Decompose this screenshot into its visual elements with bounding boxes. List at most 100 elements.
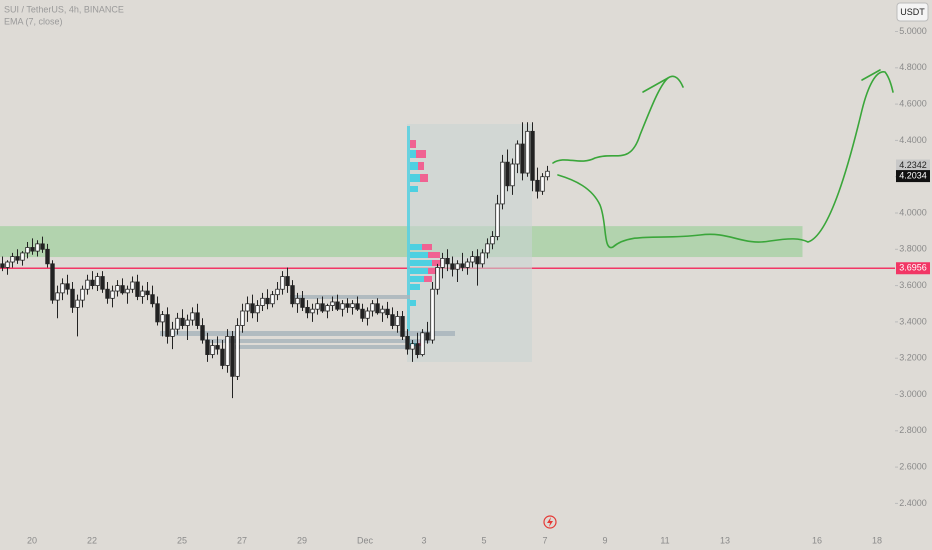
candle-body xyxy=(145,290,150,296)
candle-body xyxy=(335,301,340,310)
candle-body xyxy=(235,325,240,377)
icon-circle xyxy=(543,515,557,529)
vp-bar xyxy=(428,252,440,258)
candle-body xyxy=(525,130,530,174)
projection-curve xyxy=(642,77,669,93)
currency-button-label[interactable]: USDT xyxy=(900,7,925,17)
candle-body xyxy=(125,288,130,294)
candle-body xyxy=(340,303,345,310)
candle-body xyxy=(140,290,145,297)
x-tick-label: 13 xyxy=(720,535,730,545)
candle-body xyxy=(25,247,30,254)
x-tick-label: 29 xyxy=(297,535,307,545)
candle-body xyxy=(450,263,455,270)
vp-bar xyxy=(410,174,420,182)
y-tick-label: 3.0000 xyxy=(899,389,927,399)
projection-curve xyxy=(557,71,894,249)
vp-bar xyxy=(410,244,422,250)
candle-body xyxy=(5,261,10,268)
vp-bar xyxy=(410,162,418,170)
candle-body xyxy=(315,303,320,310)
candle-body xyxy=(85,279,90,290)
candle-body xyxy=(35,243,40,252)
level-price-label: 3.6956 xyxy=(899,263,927,273)
candle-body xyxy=(245,303,250,312)
candle-body xyxy=(285,276,290,286)
candle-body xyxy=(530,130,535,181)
candle-body xyxy=(130,281,135,290)
candle-body xyxy=(15,256,20,261)
candle-body xyxy=(465,261,470,268)
candle-body xyxy=(535,179,540,192)
x-tick-label: 3 xyxy=(421,535,426,545)
candle-body xyxy=(435,267,440,290)
vp-bar xyxy=(418,162,424,170)
y-tick-label: 4.0000 xyxy=(899,207,927,217)
candle-body xyxy=(515,143,520,165)
vp-bar xyxy=(422,244,432,250)
x-tick-label: 25 xyxy=(177,535,187,545)
candle-body xyxy=(100,276,105,290)
candle-body xyxy=(545,170,550,178)
candle-body xyxy=(480,252,485,265)
order-block xyxy=(160,331,455,336)
candle-body xyxy=(385,308,390,316)
candle-body xyxy=(310,308,315,314)
candle-body xyxy=(470,256,475,263)
vp-bar xyxy=(410,252,428,258)
x-tick-label: 18 xyxy=(872,535,882,545)
candle-body xyxy=(280,276,285,290)
candle-body xyxy=(170,328,175,337)
last-price-label: 4.2342 xyxy=(899,160,927,170)
vp-bar xyxy=(416,150,426,158)
vp-axis xyxy=(407,126,410,346)
x-tick-label: 7 xyxy=(542,535,547,545)
projection-curve xyxy=(552,75,684,164)
icon-bolt xyxy=(547,517,553,527)
candle-body xyxy=(325,305,330,312)
candle-body xyxy=(500,161,505,205)
candle-body xyxy=(30,247,35,252)
candle-body xyxy=(50,263,55,301)
support-zone xyxy=(0,226,803,258)
candle-body xyxy=(90,279,95,286)
chart-title: SUI / TetherUS, 4h, BINANCE xyxy=(4,4,124,14)
candle-body xyxy=(430,288,435,341)
candle-body xyxy=(190,312,195,321)
price-marker xyxy=(896,170,930,183)
candle-body xyxy=(370,303,375,312)
x-tick-label: 11 xyxy=(660,535,669,545)
candle-body xyxy=(290,285,295,305)
candle-body xyxy=(260,297,265,306)
y-tick-label: 3.4000 xyxy=(899,316,927,326)
candle-body xyxy=(485,243,490,254)
candle-body xyxy=(410,343,415,350)
currency-button[interactable] xyxy=(896,2,929,22)
candle-body xyxy=(405,336,410,350)
y-tick-label: 2.8000 xyxy=(899,425,927,435)
x-tick-label: 27 xyxy=(237,535,247,545)
candle-body xyxy=(210,345,215,355)
candle-body xyxy=(400,316,405,337)
candle-body xyxy=(230,336,235,377)
vp-bar xyxy=(410,284,420,290)
candle-body xyxy=(295,297,300,305)
candle-body xyxy=(165,314,170,337)
candle-body xyxy=(305,306,310,314)
candle-body xyxy=(175,317,180,330)
candle-body xyxy=(105,288,110,299)
candle-body xyxy=(185,319,190,326)
candle-body xyxy=(375,303,380,314)
candle-body xyxy=(115,285,120,292)
candle-body xyxy=(320,303,325,312)
candle-body xyxy=(460,263,465,268)
candle-body xyxy=(180,317,185,326)
candle-body xyxy=(160,314,165,323)
y-tick-label: 4.8000 xyxy=(899,62,927,72)
candle-body xyxy=(225,336,230,366)
y-tick-label: 4.6000 xyxy=(899,98,927,108)
candle-body xyxy=(45,248,50,265)
vp-bar xyxy=(410,276,424,282)
candle-body xyxy=(540,176,545,192)
candle-body xyxy=(155,303,160,323)
